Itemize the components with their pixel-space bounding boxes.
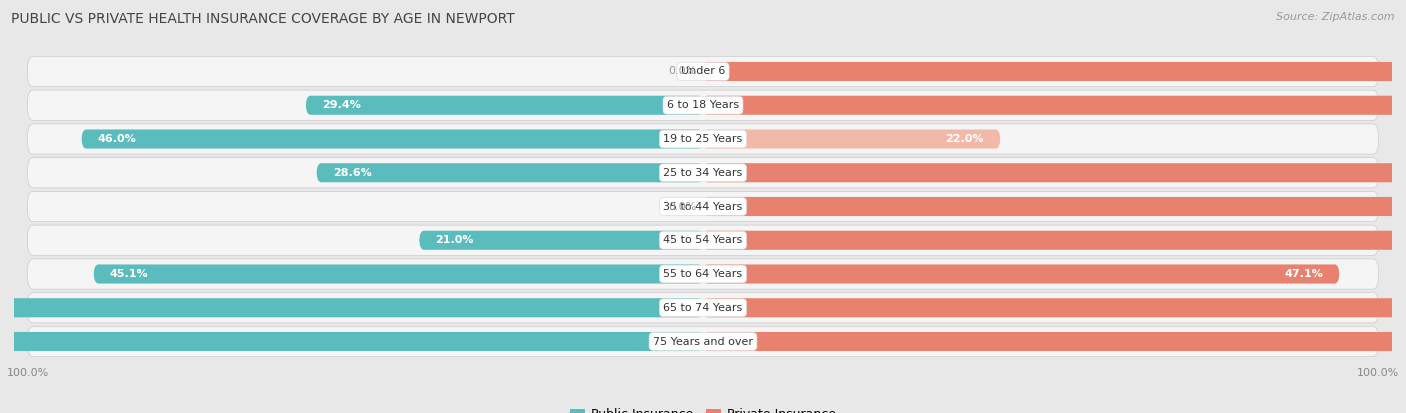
Text: 28.6%: 28.6% <box>333 168 371 178</box>
FancyBboxPatch shape <box>82 129 703 149</box>
FancyBboxPatch shape <box>28 57 1378 87</box>
FancyBboxPatch shape <box>703 298 1406 317</box>
FancyBboxPatch shape <box>28 191 1378 222</box>
FancyBboxPatch shape <box>0 298 703 317</box>
FancyBboxPatch shape <box>703 231 1406 250</box>
FancyBboxPatch shape <box>305 96 703 115</box>
Text: 46.0%: 46.0% <box>98 134 136 144</box>
Text: PUBLIC VS PRIVATE HEALTH INSURANCE COVERAGE BY AGE IN NEWPORT: PUBLIC VS PRIVATE HEALTH INSURANCE COVER… <box>11 12 515 26</box>
FancyBboxPatch shape <box>0 332 703 351</box>
Text: 19 to 25 Years: 19 to 25 Years <box>664 134 742 144</box>
Text: 35 to 44 Years: 35 to 44 Years <box>664 202 742 211</box>
Text: 75 Years and over: 75 Years and over <box>652 337 754 347</box>
Text: 25 to 34 Years: 25 to 34 Years <box>664 168 742 178</box>
FancyBboxPatch shape <box>703 332 1406 351</box>
Text: Source: ZipAtlas.com: Source: ZipAtlas.com <box>1277 12 1395 22</box>
FancyBboxPatch shape <box>703 129 1000 149</box>
FancyBboxPatch shape <box>28 293 1378 323</box>
Text: 29.4%: 29.4% <box>322 100 361 110</box>
Text: 21.0%: 21.0% <box>436 235 474 245</box>
Text: 0.0%: 0.0% <box>668 66 696 76</box>
FancyBboxPatch shape <box>419 231 703 250</box>
Text: 47.1%: 47.1% <box>1284 269 1323 279</box>
FancyBboxPatch shape <box>28 259 1378 289</box>
Text: Under 6: Under 6 <box>681 66 725 76</box>
FancyBboxPatch shape <box>28 326 1378 356</box>
FancyBboxPatch shape <box>703 197 1406 216</box>
FancyBboxPatch shape <box>703 163 1406 182</box>
FancyBboxPatch shape <box>28 225 1378 255</box>
Text: 65 to 74 Years: 65 to 74 Years <box>664 303 742 313</box>
Legend: Public Insurance, Private Insurance: Public Insurance, Private Insurance <box>565 403 841 413</box>
FancyBboxPatch shape <box>28 124 1378 154</box>
Text: 0.0%: 0.0% <box>668 202 696 211</box>
Text: 45 to 54 Years: 45 to 54 Years <box>664 235 742 245</box>
Text: 55 to 64 Years: 55 to 64 Years <box>664 269 742 279</box>
FancyBboxPatch shape <box>316 163 703 182</box>
FancyBboxPatch shape <box>28 158 1378 188</box>
FancyBboxPatch shape <box>703 62 1406 81</box>
FancyBboxPatch shape <box>703 264 1340 284</box>
FancyBboxPatch shape <box>94 264 703 284</box>
FancyBboxPatch shape <box>703 96 1406 115</box>
Text: 22.0%: 22.0% <box>945 134 984 144</box>
FancyBboxPatch shape <box>28 90 1378 120</box>
Text: 45.1%: 45.1% <box>110 269 149 279</box>
Text: 6 to 18 Years: 6 to 18 Years <box>666 100 740 110</box>
